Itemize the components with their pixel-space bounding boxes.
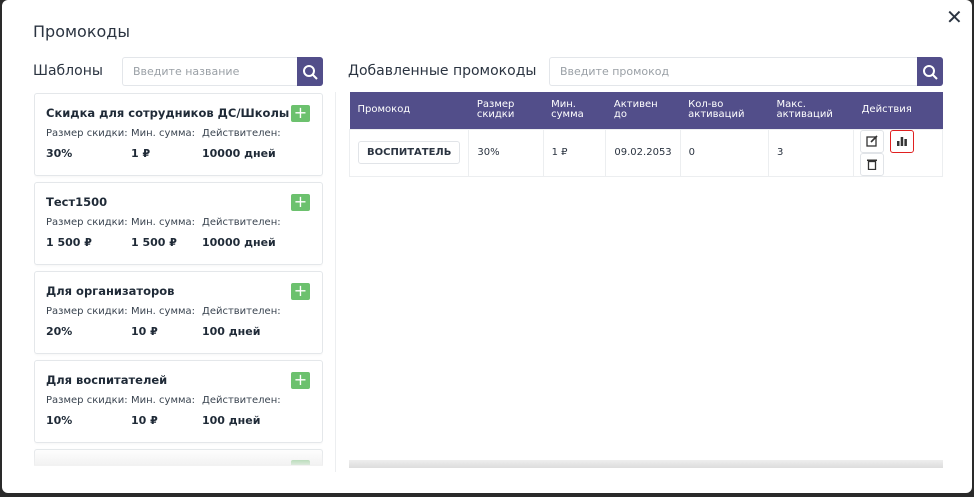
delete-button[interactable] — [860, 152, 885, 176]
column-header: Мин. сумма — [543, 92, 606, 129]
min-label: Мин. сумма: — [131, 217, 196, 228]
size-label: Размер скидки: — [46, 217, 128, 228]
promocodes-heading: Добавленные промокоды — [348, 63, 537, 79]
template-name: Скидка для сотрудников ДС/Школы — [46, 106, 290, 120]
promocode-search-input[interactable] — [549, 57, 917, 86]
size-value: 20% — [46, 325, 73, 338]
template-name: Для воспитателей — [46, 373, 168, 387]
min-value: 1 ₽ — [131, 147, 151, 160]
template-name: Тест1500 — [46, 195, 108, 209]
close-icon[interactable]: ✕ — [946, 5, 963, 29]
min-label: Мин. сумма: — [131, 128, 196, 139]
horizontal-scrollbar[interactable] — [349, 460, 943, 468]
promocode-chip[interactable]: ВОСПИТАТЕЛЬ — [358, 141, 461, 164]
min-label: Мин. сумма: — [131, 306, 196, 317]
column-header: Кол-во активаций — [680, 92, 769, 129]
valid-value: 100 дней — [202, 325, 261, 338]
size-value: 10% — [46, 414, 73, 427]
template-card: Для воспитателей + Размер скидки: 10% Мин… — [34, 360, 323, 443]
plus-icon: + — [293, 283, 308, 300]
column-header: Активен до — [605, 92, 681, 129]
plus-icon: + — [293, 372, 308, 389]
template-search — [122, 57, 323, 86]
size-label: Размер скидки: — [46, 395, 128, 406]
template-card: Для организаторов + Размер скидки: 20% Ми… — [34, 271, 323, 354]
promocode-search — [549, 57, 943, 86]
min-value: 10 ₽ — [131, 414, 158, 427]
size-label: Размер скидки: — [46, 306, 128, 317]
table-row: ВОСПИТАТЕЛЬ 30% 1 ₽ 09.02.2053 0 3 — [348, 128, 943, 177]
template-name: Для организаторов — [46, 284, 175, 298]
edit-icon — [866, 135, 878, 147]
add-template-button[interactable]: + — [291, 372, 310, 389]
column-header: Размер скидки — [468, 92, 544, 129]
template-search-button[interactable] — [297, 57, 323, 86]
promocode-search-button[interactable] — [917, 57, 943, 86]
bar-chart-icon — [897, 137, 908, 146]
template-card: Тест1500 + Размер скидки: 1 500 ₽ Мин. су… — [34, 182, 323, 265]
size-value: 1 500 ₽ — [46, 236, 92, 249]
divider — [335, 92, 336, 472]
list-fade — [34, 448, 323, 466]
add-template-button[interactable]: + — [291, 283, 310, 300]
column-header: Действия — [853, 92, 943, 129]
size-cell: 30% — [468, 128, 544, 177]
min-cell: 1 ₽ — [542, 128, 607, 177]
valid-value: 10000 дней — [202, 236, 276, 249]
edit-button[interactable] — [860, 129, 885, 153]
add-template-button[interactable]: + — [291, 105, 310, 122]
column-header: Макс. активаций — [768, 92, 854, 129]
valid-label: Действителен: — [202, 306, 281, 317]
template-list[interactable]: Скидка для сотрудников ДС/Школы + Размер… — [34, 93, 323, 465]
statistics-button[interactable] — [890, 129, 915, 153]
template-search-input[interactable] — [122, 57, 297, 86]
trash-icon — [867, 159, 878, 170]
min-value: 1 500 ₽ — [131, 236, 177, 249]
valid-label: Действителен: — [202, 217, 281, 228]
modal-title: Промокоды — [33, 22, 130, 41]
column-header: Промокод — [349, 92, 469, 129]
search-icon — [923, 64, 938, 80]
templates-heading: Шаблоны — [33, 63, 103, 79]
min-value: 10 ₽ — [131, 325, 158, 338]
until-cell: 09.02.2053 — [605, 128, 681, 177]
valid-value: 100 дней — [202, 414, 261, 427]
template-card: Скидка для сотрудников ДС/Школы + Размер… — [34, 93, 323, 176]
size-value: 30% — [46, 147, 73, 160]
max-cell: 3 — [768, 128, 855, 177]
count-cell: 0 — [679, 128, 770, 177]
promocodes-table: Промокод Размер скидки Мин. сумма Активен д… — [348, 92, 943, 177]
search-icon — [303, 64, 318, 80]
add-template-button[interactable]: + — [291, 194, 310, 211]
plus-icon: + — [293, 105, 308, 122]
size-label: Размер скидки: — [46, 128, 128, 139]
plus-icon: + — [293, 194, 308, 211]
valid-label: Действителен: — [202, 128, 281, 139]
min-label: Мин. сумма: — [131, 395, 196, 406]
valid-label: Действителен: — [202, 395, 281, 406]
valid-value: 10000 дней — [202, 147, 276, 160]
